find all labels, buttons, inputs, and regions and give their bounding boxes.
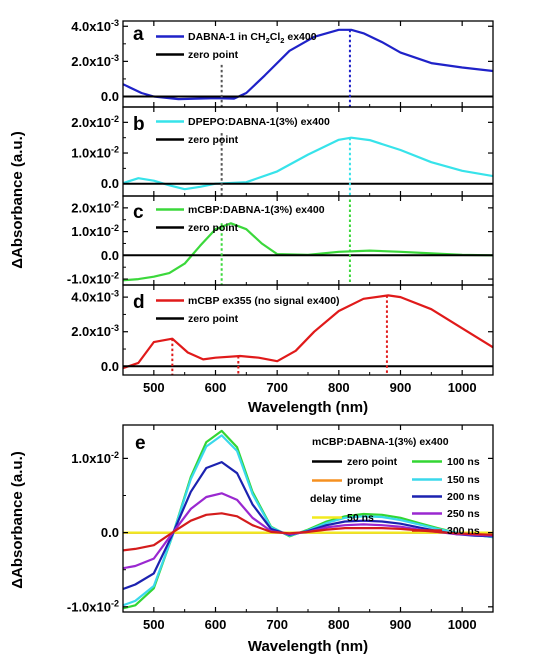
legend-label: mCBP ex355 (no signal ex400) (188, 295, 340, 307)
y-tick-label: -1.0x10-2 (67, 598, 119, 614)
panel-label: e (135, 433, 146, 454)
legend-label: 250 ns (447, 508, 480, 520)
plot-area (123, 28, 493, 107)
series-line-dpepo-dabna-1-3-ex400 (123, 136, 493, 191)
legend-title: mCBP:DABNA-1(3%) ex400 (312, 436, 449, 448)
y-tick-label: 4.0x10-3 (71, 18, 119, 34)
x-tick-label: 800 (328, 617, 350, 632)
x-tick-label: 500 (143, 380, 165, 395)
x-tick-label: 600 (205, 617, 227, 632)
legend-label: prompt (347, 475, 384, 487)
legend-label: 200 ns (447, 491, 480, 503)
legend-label: zero point (347, 456, 398, 468)
legend-label: zero point (188, 222, 239, 234)
panel-label: a (133, 24, 144, 45)
panel-a: 0.0 2.0x10-3 4.0x10-3 a DABNA-1 in CH2Cl2 ex… (71, 18, 494, 108)
panel-e: 500 600 700 800 900 1000 -1.0x10-2 0.0 1.0x10-2 e… (67, 424, 494, 632)
y-tick-label: 2.0x10-2 (71, 114, 119, 130)
legend-label: 100 ns (447, 456, 480, 468)
legend-label: zero point (188, 134, 239, 146)
y-axis-title-top: ΔAbsorbance (a.u.) (9, 131, 26, 268)
panel-b: 0.0 1.0x10-2 2.0x10-2 b DPEPO:DABNA-1(3%) ex… (71, 106, 494, 197)
y-tick-label: 2.0x10-3 (71, 323, 119, 339)
x-tick-label: 500 (143, 617, 165, 632)
y-tick-label: 0.0 (101, 248, 119, 263)
x-tick-label: 1000 (448, 617, 477, 632)
legend-label: DABNA-1 in CH2Cl2 ex400 (188, 31, 317, 45)
legend-label: zero point (188, 49, 239, 61)
series-line-dabna-1-in-ch2cl2-ex400 (123, 28, 493, 101)
y-tick-label: 1.0x10-2 (71, 450, 119, 466)
legend-label: DPEPO:DABNA-1(3%) ex400 (188, 116, 330, 128)
x-tick-label: 900 (390, 380, 412, 395)
x-axis-title-top: Wavelength (nm) (248, 399, 368, 416)
y-tick-label: 2.0x10-3 (71, 53, 119, 69)
x-tick-label: 1000 (448, 380, 477, 395)
y-tick-label: 0.0 (101, 525, 119, 540)
legend-label: 150 ns (447, 474, 480, 486)
x-axis-title-bottom: Wavelength (nm) (248, 638, 368, 655)
y-tick-label: 1.0x10-2 (71, 145, 119, 161)
series-line-mcbp-dabna-1-3-ex400 (123, 222, 493, 282)
x-tick-label: 700 (266, 617, 288, 632)
y-axis-title-bottom: ΔAbsorbance (a.u.) (9, 451, 26, 588)
y-tick-label: 4.0x10-3 (71, 289, 119, 305)
y-tick-label: 0.0 (101, 89, 119, 104)
legend-label: zero point (188, 313, 239, 325)
y-tick-label: 1.0x10-2 (71, 223, 119, 239)
legend-label: 50 ns (347, 512, 374, 524)
y-tick-label: -1.0x10-2 (67, 271, 119, 287)
plot-area (123, 429, 493, 610)
x-tick-label: 700 (266, 380, 288, 395)
x-tick-label: 800 (328, 380, 350, 395)
x-tick-label: 900 (390, 617, 412, 632)
y-tick-label: 0.0 (101, 359, 119, 374)
panel-label: b (133, 114, 145, 135)
x-tick-label: 600 (205, 380, 227, 395)
panel-d: 500 600 700 800 900 1000 0.0 2.0x10-3 4.0x10-3 d m… (71, 284, 494, 395)
panel-c: -1.0x10-2 0.0 1.0x10-2 2.0x10-2 c mCBP:DABNA-… (67, 195, 494, 287)
plot-area (123, 294, 493, 375)
plot-area (123, 133, 493, 196)
panel-label: c (133, 202, 144, 223)
y-tick-label: 0.0 (101, 176, 119, 191)
y-tick-label: 2.0x10-2 (71, 199, 119, 215)
legend-subtitle: delay time (310, 493, 362, 505)
plot-area (123, 199, 493, 285)
legend-label: mCBP:DABNA-1(3%) ex400 (188, 204, 325, 216)
panel-label: d (133, 292, 145, 313)
legend-label: 300 ns (447, 525, 480, 537)
